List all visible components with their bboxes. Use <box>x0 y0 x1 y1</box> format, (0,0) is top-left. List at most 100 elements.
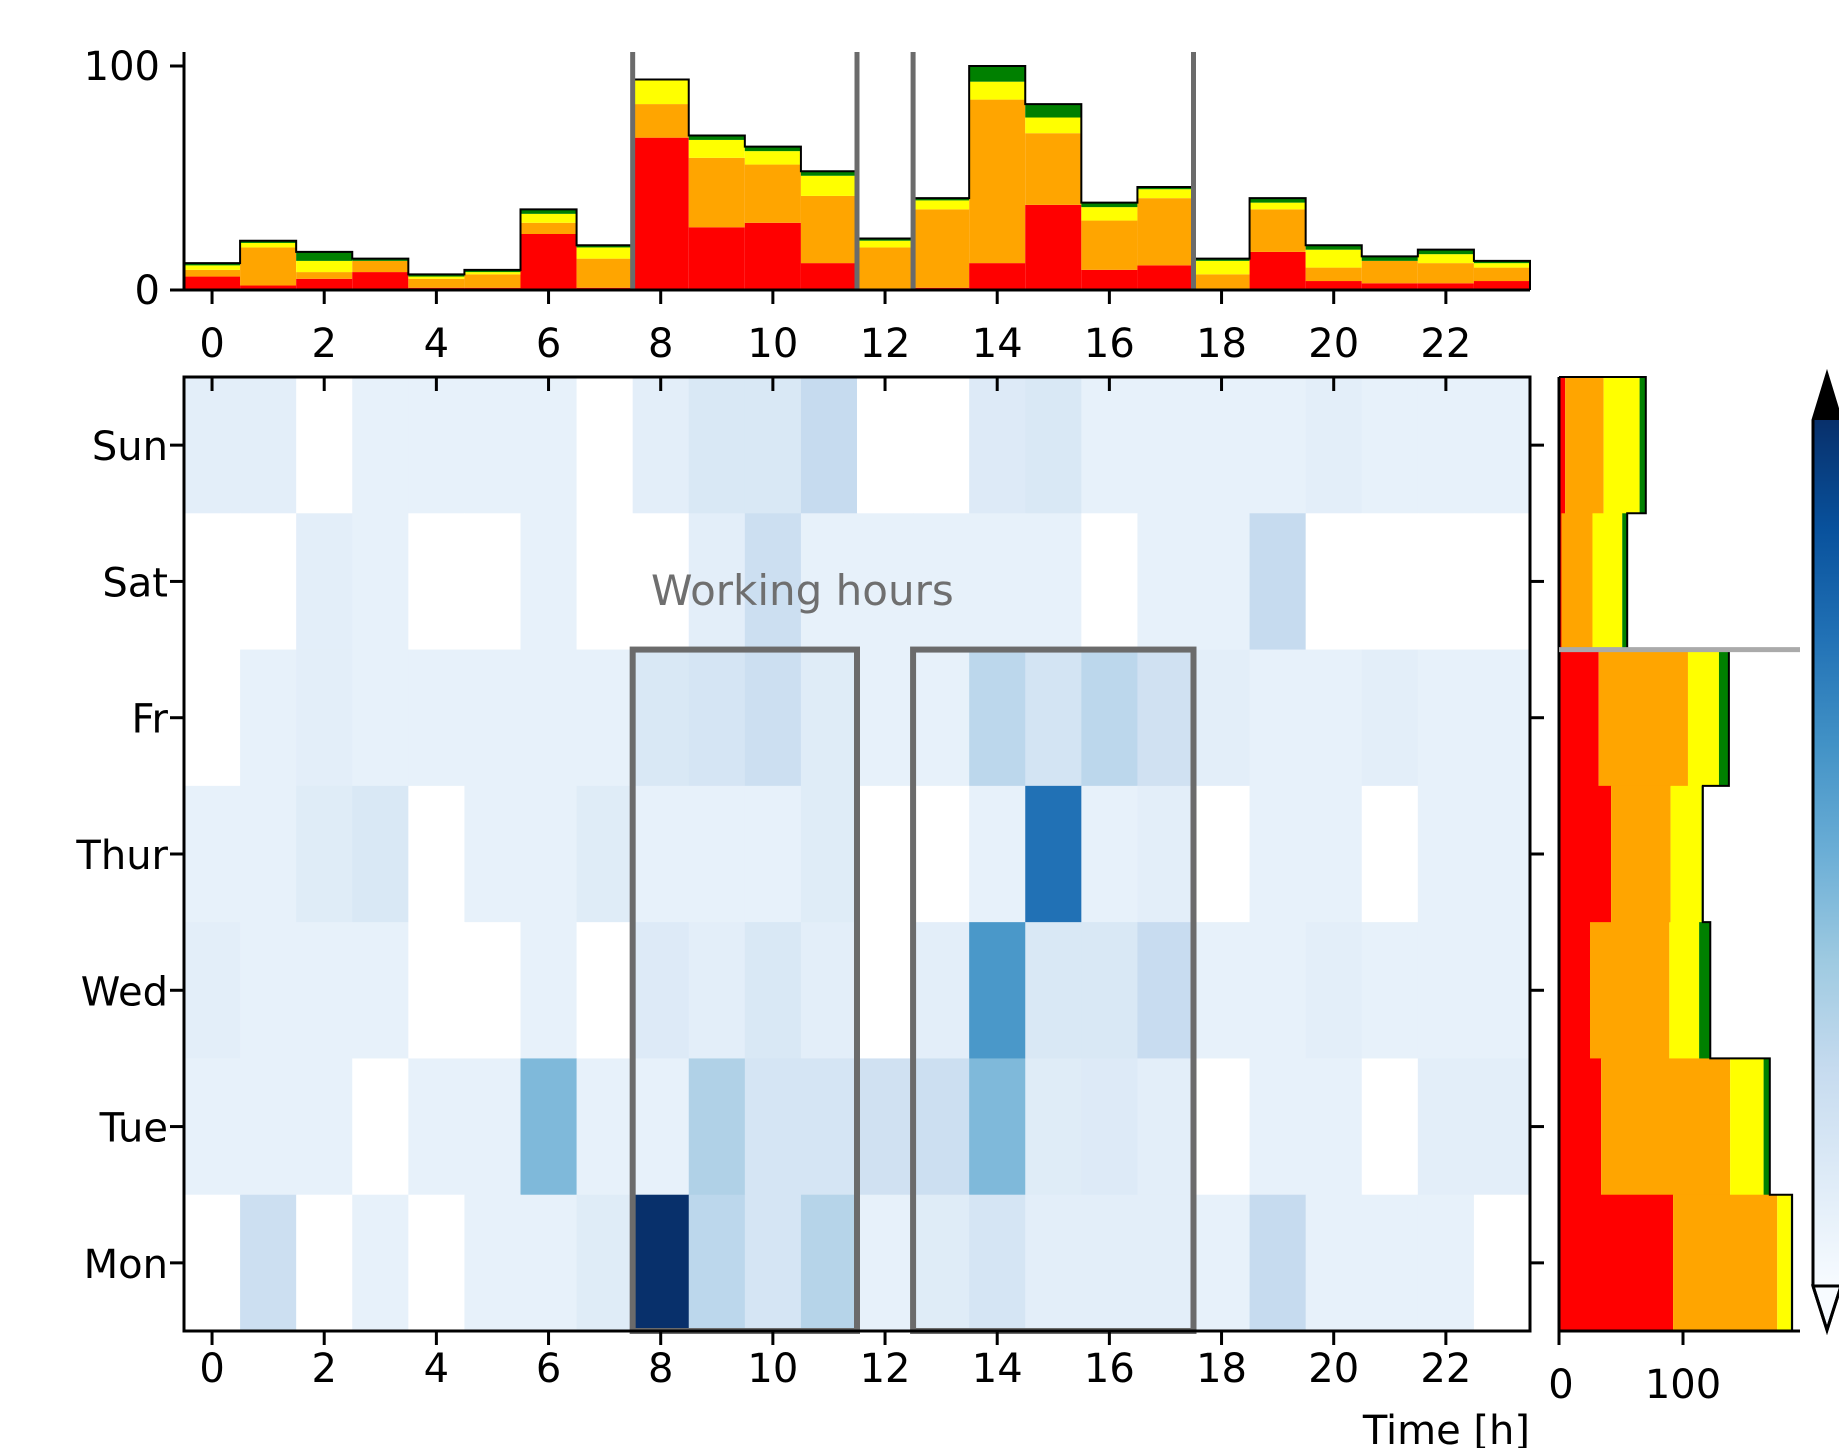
heatmap-cell <box>688 649 746 787</box>
top-bar-segment <box>688 135 745 140</box>
heatmap-cell <box>464 922 521 1059</box>
heatmap-cell <box>857 513 914 651</box>
top-bar-segment <box>352 272 409 290</box>
right-bar-segment <box>1592 513 1623 651</box>
right-bar-segment <box>1730 1058 1764 1196</box>
heatmap-cell <box>352 649 409 787</box>
heatmap-cell <box>1137 922 1194 1059</box>
top-histogram-axes: 0 100 0 2 4 6 8 10 12 14 16 18 20 22 <box>84 44 1530 367</box>
top-bar-segment <box>1137 189 1194 199</box>
top-bar-segment <box>296 278 353 290</box>
top-bar-segment <box>184 269 241 277</box>
heatmap-cell <box>1417 377 1475 514</box>
right-bar-segment <box>1559 922 1590 1059</box>
heatmap-cell <box>464 513 521 651</box>
heatmap-cell <box>1249 922 1307 1059</box>
top-bar-segment <box>1473 281 1530 290</box>
heatmap-cell <box>1417 922 1475 1059</box>
top-bar-segment <box>352 258 409 261</box>
heatmap-cell <box>1193 785 1251 923</box>
right-x-tick-label: 100 <box>1645 1362 1721 1408</box>
right-bar-segment <box>1622 513 1628 651</box>
top-bar-segment <box>1249 198 1306 203</box>
top-bar-segment <box>576 258 633 288</box>
heatmap-cell <box>632 1194 690 1332</box>
top-bar-segment <box>1473 267 1530 282</box>
top-x-tick-label: 0 <box>199 321 224 367</box>
top-bar-segment <box>857 247 914 290</box>
heatmap-cell <box>857 649 914 787</box>
top-x-tick-label: 18 <box>1196 321 1247 367</box>
top-x-tick-label: 22 <box>1420 321 1471 367</box>
heatmap-cell <box>1025 377 1082 514</box>
top-bar-segment <box>1249 251 1306 290</box>
heatmap-cell <box>352 1058 409 1196</box>
heatmap-cell <box>520 377 578 514</box>
heatmap-cell <box>464 377 521 514</box>
heatmap-cell <box>520 1194 578 1332</box>
top-x-tick-label: 2 <box>311 321 336 367</box>
heatmap-cell <box>1137 1058 1194 1196</box>
heatmap-cell <box>1025 922 1082 1059</box>
top-bar-segment <box>744 164 801 223</box>
right-bar-segment <box>1565 377 1604 514</box>
heatmap-cell <box>1249 377 1307 514</box>
top-bar-segment <box>1137 198 1194 266</box>
heatmap-y-tick-label: Sun <box>92 424 168 470</box>
heatmap-cell <box>744 785 802 923</box>
top-bar-segment <box>1417 283 1474 290</box>
top-bar-segment <box>1193 260 1250 275</box>
right-bar-segment <box>1611 785 1671 923</box>
heatmap-cell <box>744 1058 802 1196</box>
heatmap-cell <box>1137 1194 1194 1332</box>
heatmap-cell <box>296 1194 353 1332</box>
top-x-tick-label: 12 <box>860 321 911 367</box>
heatmap-cell <box>913 377 970 514</box>
top-bar-segment <box>1081 220 1138 270</box>
heatmap-cell <box>632 513 690 651</box>
heatmap-cell <box>184 785 241 923</box>
heatmap-x-tick-label: 14 <box>972 1346 1023 1392</box>
top-bar-segment <box>296 251 353 261</box>
heatmap-cell <box>408 785 465 923</box>
heatmap-cell <box>1305 922 1363 1059</box>
heatmap-cell <box>744 1194 802 1332</box>
heatmap-cell <box>800 513 858 651</box>
heatmap-cell <box>632 1058 690 1196</box>
top-bar-segment <box>1249 202 1306 210</box>
heatmap-cell <box>688 922 746 1059</box>
top-bar-segment <box>576 247 633 259</box>
heatmap-cell <box>1249 1058 1307 1196</box>
top-bar-segment <box>800 175 857 196</box>
heatmap-cell <box>408 649 465 787</box>
heatmap-cell <box>1305 649 1363 787</box>
heatmap-cell <box>800 649 858 787</box>
right-bar-segment <box>1763 1058 1770 1196</box>
heatmap-cell <box>1025 1058 1082 1196</box>
heatmap-cell <box>184 649 241 787</box>
top-bar-segment <box>1193 258 1250 261</box>
heatmap-cell <box>1193 1058 1251 1196</box>
heatmap-axes: Sun Sat Fr Thur Wed Tue Mon 0 2 4 6 8 10 12 14 16 18 20 22 <box>75 375 1544 1392</box>
heatmap-cell <box>1137 513 1194 651</box>
heatmap-cell <box>520 1058 578 1196</box>
heatmap-cell <box>744 377 802 514</box>
top-bar-segment <box>913 198 970 201</box>
heatmap-x-tick-label: 16 <box>1084 1346 1135 1392</box>
top-bar-segment <box>1305 245 1362 250</box>
heatmap-cell <box>913 1058 970 1196</box>
heatmap-cell <box>1417 785 1475 923</box>
heatmap-cell <box>408 377 465 514</box>
top-y-tick-label: 0 <box>135 268 160 314</box>
top-bar-segment <box>1361 256 1418 261</box>
heatmap-y-tick-label: Tue <box>99 1106 168 1152</box>
top-bar-segment <box>240 242 297 248</box>
colorbar-outline <box>1811 368 1839 1335</box>
heatmap-cell <box>1417 513 1475 651</box>
heatmap-cell <box>408 922 465 1059</box>
heatmap-cell <box>464 785 521 923</box>
heatmap-cell <box>744 513 802 651</box>
heatmap-cell <box>296 785 353 923</box>
heatmap-cell <box>1081 922 1138 1059</box>
top-x-tick-label: 8 <box>648 321 673 367</box>
